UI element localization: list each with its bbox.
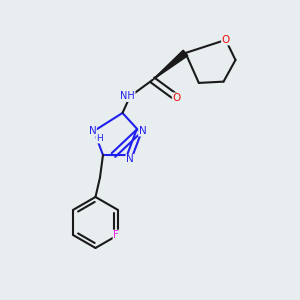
Text: N: N: [126, 154, 134, 164]
Text: N: N: [88, 126, 96, 136]
Text: F: F: [113, 230, 119, 240]
Text: NH: NH: [120, 92, 135, 101]
Text: O: O: [222, 35, 230, 45]
Text: H: H: [96, 134, 103, 143]
Polygon shape: [152, 50, 188, 80]
Text: O: O: [172, 93, 181, 103]
Text: N: N: [139, 126, 146, 136]
